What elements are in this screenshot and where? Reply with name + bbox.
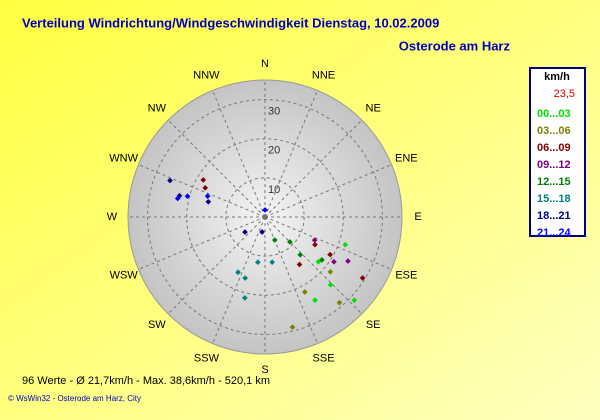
angle-label: W — [107, 211, 118, 223]
data-point — [204, 193, 211, 199]
data-point — [242, 229, 248, 235]
angle-label: SSE — [313, 352, 335, 364]
angle-label: ENE — [395, 152, 418, 164]
summary: 96 Werte - Ø 21,7km/h - Max. 38,6km/h - … — [22, 375, 270, 387]
grid-ring — [225, 177, 305, 257]
angle-label: SW — [148, 319, 166, 331]
legend-entry: 09...12 — [537, 159, 571, 171]
legend-entry: 18...21 — [537, 210, 571, 222]
angle-label: NE — [366, 103, 381, 115]
data-point — [242, 295, 248, 301]
grid-ring — [147, 99, 383, 335]
data-point — [184, 193, 191, 200]
angle-label: WNW — [109, 152, 138, 164]
legend-entry: 12...15 — [537, 176, 571, 188]
legend-entry: 21...24 — [537, 227, 572, 239]
grid-spoke — [264, 216, 392, 270]
data-point — [167, 177, 173, 184]
data-point — [312, 297, 318, 304]
grid-spoke — [138, 216, 266, 270]
r-tick-label: 30 — [268, 105, 280, 117]
data-point — [336, 299, 343, 306]
data-point — [331, 258, 337, 265]
grid-spoke — [167, 216, 266, 315]
data-point — [287, 239, 293, 245]
data-point — [296, 261, 303, 268]
chart-title: Verteilung Windrichtung/Windgeschwindigk… — [22, 15, 439, 30]
data-point — [311, 237, 318, 243]
angle-label: ESE — [395, 269, 417, 281]
data-point — [319, 257, 325, 263]
data-point — [327, 269, 334, 275]
angle-label: SSW — [194, 352, 220, 364]
data-point — [262, 207, 268, 213]
grid-spoke — [264, 216, 318, 344]
legend-entry: 03...06 — [537, 125, 571, 137]
data-point — [289, 324, 296, 330]
grid-spoke — [138, 164, 266, 218]
data-point — [202, 185, 209, 191]
legend-entry: 00...03 — [537, 108, 571, 120]
grid-spoke — [264, 90, 318, 218]
grid-spoke — [264, 216, 363, 315]
angle-label: NNE — [312, 70, 335, 82]
data-point — [327, 251, 333, 258]
data-point — [345, 258, 351, 264]
data-point — [351, 297, 358, 304]
angle-label: NW — [148, 103, 167, 115]
data-point — [205, 198, 212, 205]
angle-label: N — [261, 58, 269, 70]
legend-box — [529, 67, 586, 237]
data-point — [271, 237, 278, 243]
chart-subtitle: Osterode am Harz — [399, 38, 511, 53]
grid-spoke — [212, 90, 266, 218]
angle-label: E — [414, 211, 421, 223]
data-point — [312, 241, 318, 248]
grid-spoke — [212, 216, 266, 344]
data-point — [259, 229, 265, 235]
data-point — [174, 195, 181, 202]
data-point — [269, 259, 275, 266]
r-tick-label: 20 — [268, 145, 280, 157]
angle-label: S — [261, 364, 268, 376]
data-point — [297, 251, 304, 258]
current-value: 23,5 — [554, 88, 575, 100]
data-point — [302, 289, 308, 295]
grid-spoke — [264, 164, 392, 218]
data-point — [200, 177, 207, 183]
angle-label: WSW — [110, 269, 139, 281]
legend-entry: 15...18 — [537, 193, 571, 205]
data-point — [342, 241, 349, 248]
angle-label: NNW — [193, 70, 220, 82]
data-point — [359, 275, 366, 281]
data-point — [242, 275, 248, 281]
data-point — [235, 269, 241, 276]
data-point — [255, 259, 261, 266]
data-point — [327, 282, 334, 288]
grid-spoke — [167, 119, 266, 218]
legend-entry: 06...09 — [537, 142, 571, 154]
footer: © WsWin32 - Osterode am Harz, City — [8, 394, 141, 403]
legend-title: km/h — [544, 71, 570, 83]
angle-label: SE — [366, 319, 381, 331]
grid-spoke — [264, 119, 363, 218]
